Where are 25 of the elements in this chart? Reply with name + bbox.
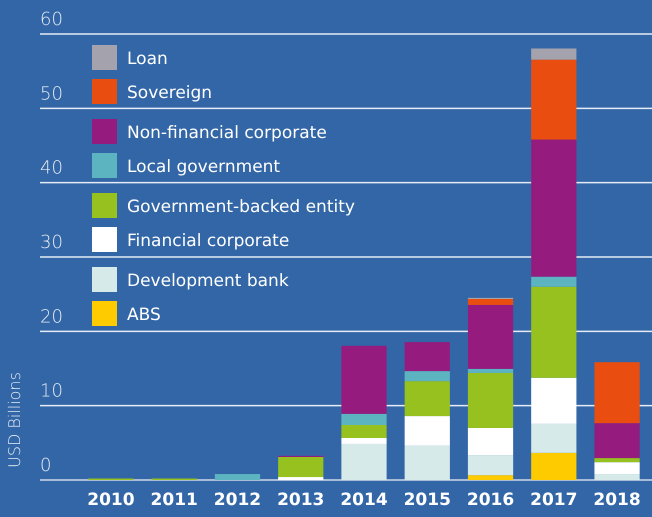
x-tick-label: 2010	[87, 490, 135, 510]
legend-label: Local government	[127, 157, 280, 177]
y-tick-label: 50	[40, 83, 63, 104]
y-tick-label: 60	[40, 9, 63, 30]
legend-label: Sovereign	[127, 83, 212, 103]
legend-label: ABS	[127, 305, 161, 325]
legend-label: Loan	[127, 49, 168, 69]
y-axis-title: USD Billions	[5, 372, 24, 468]
y-tick-label: 20	[40, 306, 63, 328]
y-tick-label: 10	[40, 380, 63, 402]
legend-label: Non-financial corporate	[127, 123, 327, 143]
x-tick-label: 2014	[340, 490, 388, 510]
x-tick-label: 2017	[530, 490, 578, 510]
x-tick-label: 2011	[150, 490, 198, 510]
x-tick-label: 2012	[214, 490, 262, 510]
y-tick-label: 0	[40, 455, 52, 476]
y-tick-label: 40	[40, 158, 63, 179]
x-tick-label: 2013	[277, 490, 324, 510]
legend-label: Development bank	[127, 271, 289, 291]
x-tick-label: 2016	[466, 490, 514, 510]
legend-label: Government-backed entity	[127, 197, 355, 217]
x-tick-label: 2018	[593, 490, 641, 510]
x-tick-label: 2015	[404, 490, 451, 510]
legend-label: Financial corporate	[127, 231, 290, 251]
y-tick-label: 30	[40, 232, 63, 253]
